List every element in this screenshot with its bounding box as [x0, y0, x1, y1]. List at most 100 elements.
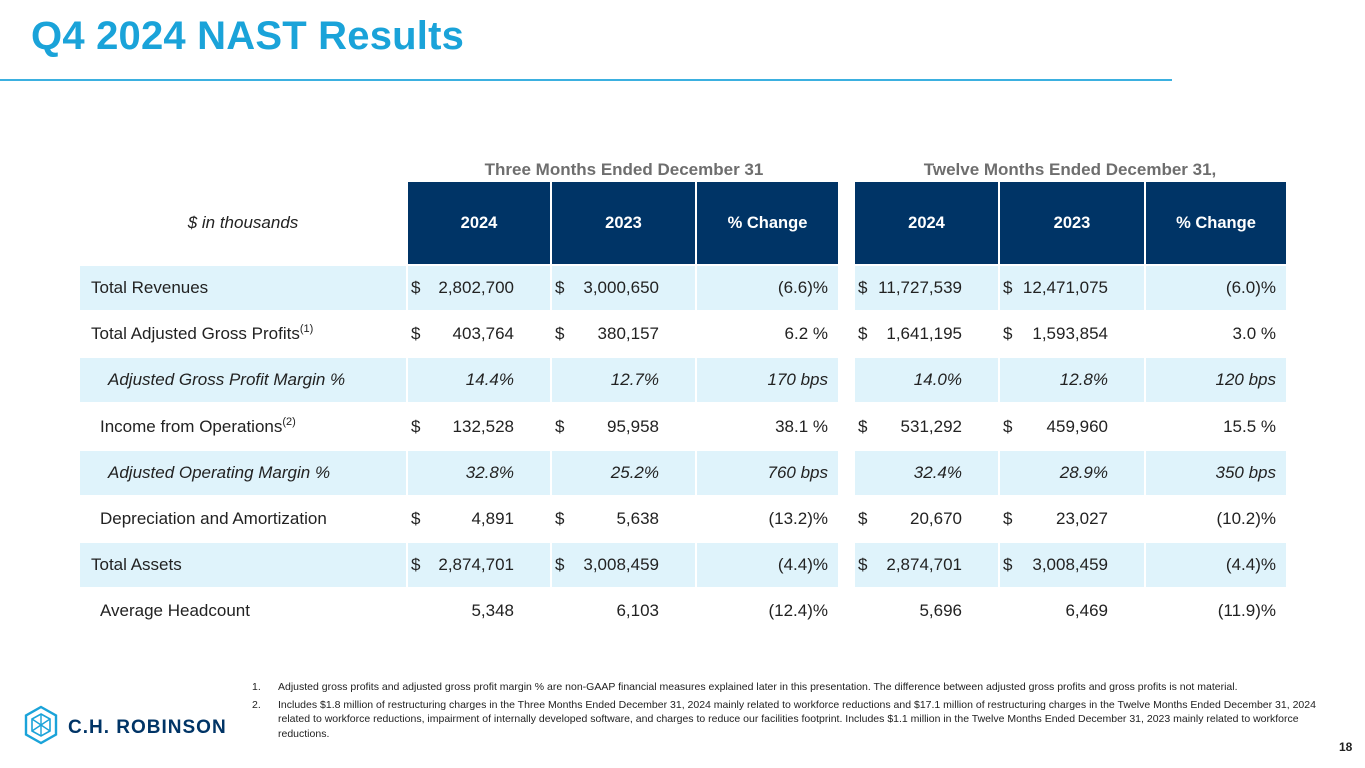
table-cell: 12.8%	[1000, 358, 1144, 402]
row-label: Total Adjusted Gross Profits (1)	[80, 312, 406, 356]
cell-value: 6,103	[616, 601, 659, 620]
currency-symbol: $	[858, 324, 868, 343]
cell-value: 32.4%	[913, 463, 962, 482]
cell-value: 3,008,459	[583, 555, 659, 574]
table-cell: $403,764	[408, 312, 550, 356]
table-cell: $2,874,701	[408, 543, 550, 587]
footnote-1: 1. Adjusted gross profits and adjusted g…	[252, 680, 1322, 695]
row-shading	[1146, 451, 1286, 495]
table-cell: $20,670	[855, 497, 998, 541]
cell-value: 170 bps	[767, 370, 829, 389]
row-shading	[80, 543, 406, 587]
cell-value: 120 bps	[1215, 370, 1277, 389]
row-shading	[80, 451, 406, 495]
table-cell: $1,641,195	[855, 312, 998, 356]
cell-value: 12,471,075	[1022, 278, 1108, 297]
table-cell: $380,157	[552, 312, 695, 356]
cell-value: 380,157	[597, 324, 659, 343]
cell-value: 350 bps	[1215, 463, 1277, 482]
cell-value: 12.7%	[610, 370, 659, 389]
row-shading	[408, 266, 550, 310]
row-shading	[855, 451, 998, 495]
row-shading	[1000, 543, 1144, 587]
row-shading	[552, 451, 695, 495]
row-label-text: Average Headcount	[100, 601, 250, 620]
cell-value: 2,874,701	[438, 555, 514, 574]
table-row: Adjusted Operating Margin % 32.8% 25.2% 760…	[0, 451, 1365, 495]
table-row: Depreciation and Amortization $4,891 $5,63…	[0, 497, 1365, 541]
currency-symbol: $	[555, 278, 565, 297]
table-cell: $4,891	[408, 497, 550, 541]
logo-wordmark: C.H. ROBINSON	[68, 716, 227, 738]
currency-symbol: $	[411, 324, 421, 343]
row-label: Average Headcount	[80, 589, 406, 633]
table-cell: $1,593,854	[1000, 312, 1144, 356]
table-cell: 14.0%	[855, 358, 998, 402]
table-cell: $3,000,650	[552, 266, 695, 310]
currency-symbol: $	[1003, 417, 1013, 436]
row-shading	[697, 451, 838, 495]
table-cell: 170 bps	[697, 358, 838, 402]
cell-value: (10.2)%	[1216, 509, 1276, 528]
table-cell: (4.4)%	[697, 543, 838, 587]
cell-value: 15.5 %	[1223, 417, 1276, 436]
table-cell: $2,802,700	[408, 266, 550, 310]
currency-symbol: $	[411, 278, 421, 297]
row-shading	[855, 266, 998, 310]
footnote-number: 2.	[252, 698, 261, 711]
currency-symbol: $	[1003, 555, 1013, 574]
row-shading	[552, 543, 695, 587]
table-cell: 25.2%	[552, 451, 695, 495]
column-header: 2023	[1000, 182, 1144, 264]
column-header: 2024	[408, 182, 550, 264]
cell-value: 5,348	[471, 601, 514, 620]
currency-symbol: $	[555, 555, 565, 574]
table-cell: 15.5 %	[1146, 405, 1286, 449]
cell-value: (6.0)%	[1225, 278, 1276, 297]
cell-value: 2,802,700	[438, 278, 514, 297]
table-cell: (11.9)%	[1146, 589, 1286, 633]
cell-value: 6.2 %	[784, 324, 828, 343]
table-cell: 6,469	[1000, 589, 1144, 633]
footnote-text: Includes $1.8 million of restructuring c…	[278, 698, 1316, 740]
table-cell: $11,727,539	[855, 266, 998, 310]
row-label-text: Total Assets	[91, 555, 182, 574]
currency-symbol: $	[555, 324, 565, 343]
currency-symbol: $	[1003, 324, 1013, 343]
page-number: 18	[1339, 740, 1353, 754]
footnotes: 1. Adjusted gross profits and adjusted g…	[252, 680, 1322, 744]
page-title: Q4 2024 NAST Results	[31, 14, 465, 58]
currency-symbol: $	[858, 278, 868, 297]
column-header: % Change	[697, 182, 838, 264]
currency-symbol: $	[1003, 278, 1013, 297]
currency-symbol: $	[555, 417, 565, 436]
table-cell: (6.0)%	[1146, 266, 1286, 310]
footnote-2: 2. Includes $1.8 million of restructurin…	[252, 698, 1322, 742]
row-shading	[408, 543, 550, 587]
cell-value: 132,528	[452, 417, 514, 436]
row-shading	[1146, 543, 1286, 587]
row-shading	[408, 358, 550, 402]
row-label-text: Adjusted Operating Margin %	[108, 463, 331, 482]
cell-value: 5,696	[919, 601, 962, 620]
row-shading	[408, 451, 550, 495]
table-cell: $95,958	[552, 405, 695, 449]
cell-value: 3,008,459	[1032, 555, 1108, 574]
table-cell: 38.1 %	[697, 405, 838, 449]
cell-value: 459,960	[1046, 417, 1108, 436]
cell-value: (12.4)%	[768, 601, 828, 620]
units-label: $ in thousands	[187, 213, 299, 232]
row-shading	[1000, 358, 1144, 402]
cell-value: 14.4%	[465, 370, 514, 389]
footnote-number: 1.	[252, 681, 261, 693]
table-cell: 5,348	[408, 589, 550, 633]
cell-value: 403,764	[452, 324, 514, 343]
cell-value: (4.4)%	[777, 555, 828, 574]
cell-value: 531,292	[900, 417, 962, 436]
table-row: Total Revenues $2,802,700 $3,000,650 (6.6)%…	[0, 266, 1365, 310]
currency-symbol: $	[858, 509, 868, 528]
currency-symbol: $	[411, 555, 421, 574]
table-cell: $23,027	[1000, 497, 1144, 541]
table-cell: $3,008,459	[1000, 543, 1144, 587]
row-label: Total Assets	[80, 543, 406, 587]
